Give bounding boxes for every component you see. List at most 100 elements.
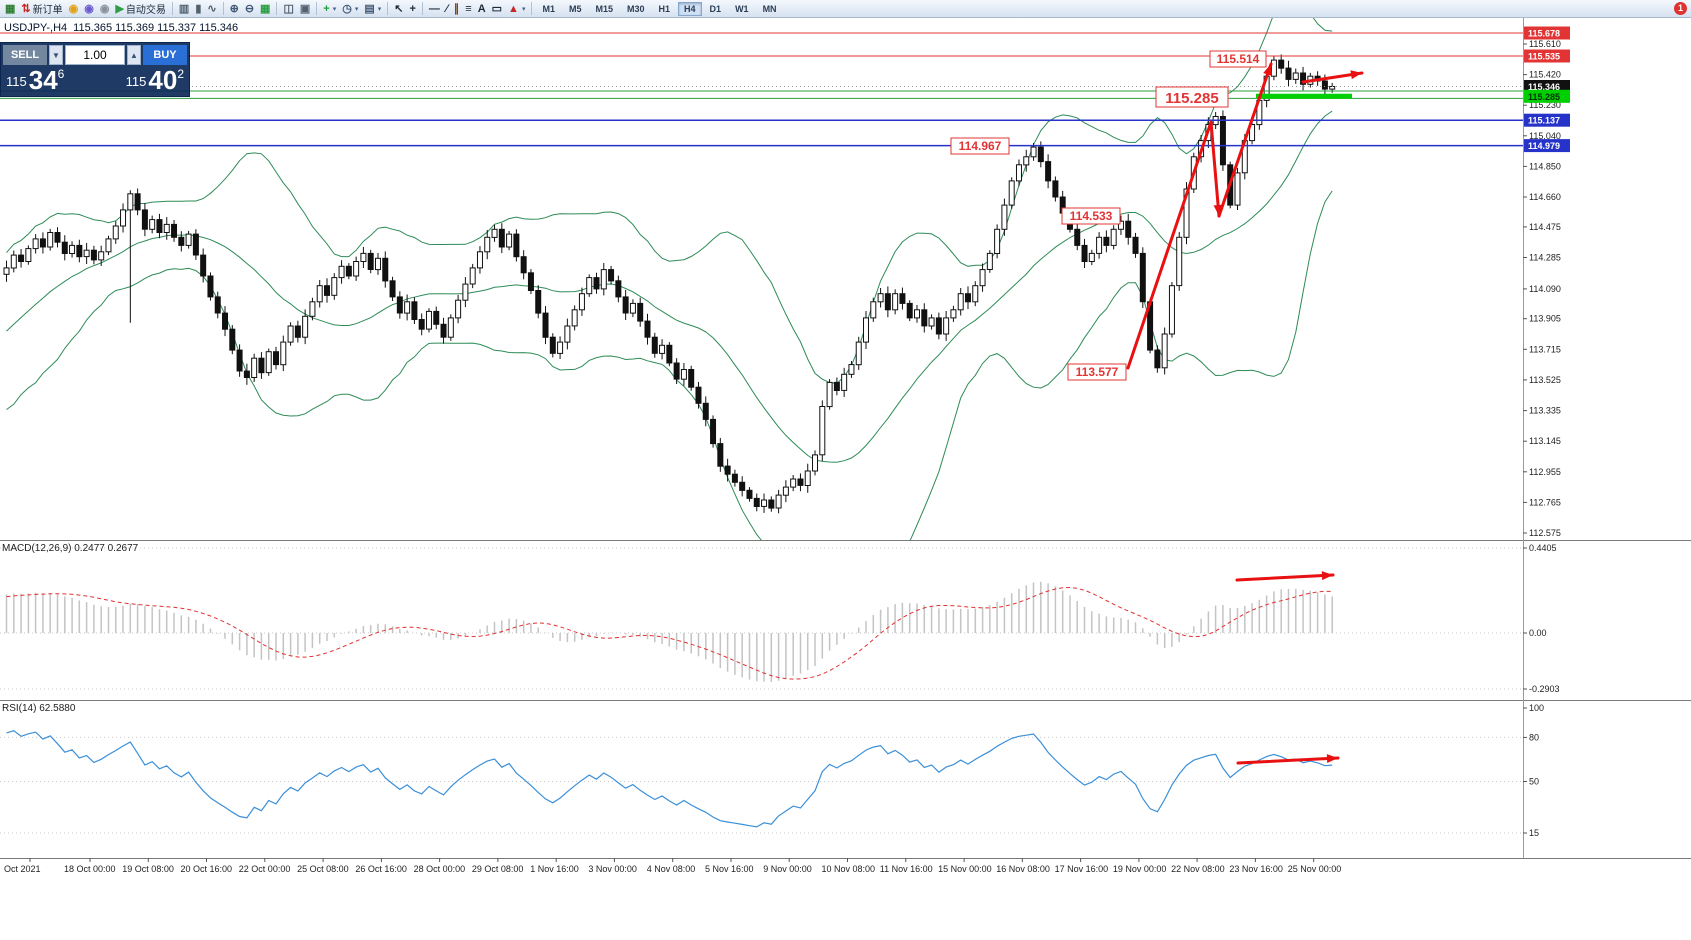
text-label-icon-glyph-icon: ▭ bbox=[491, 2, 503, 15]
svg-text:25 Oct 08:00: 25 Oct 08:00 bbox=[297, 864, 349, 874]
lightbulb-icon-glyph-icon: ◉ bbox=[68, 2, 79, 15]
svg-text:80: 80 bbox=[1529, 732, 1539, 742]
rsi-pane bbox=[0, 730, 1523, 834]
autotrading-button[interactable]: ▶ 自动交易 bbox=[112, 1, 168, 17]
timeframe-m30[interactable]: M30 bbox=[627, 3, 645, 14]
bar-chart-icon[interactable]: ▥ bbox=[176, 1, 192, 17]
text-label-icon[interactable]: ▭ bbox=[489, 1, 505, 17]
volume-decrease-button[interactable]: ▼ bbox=[49, 45, 63, 65]
channel-icon-glyph-icon: ∥ bbox=[453, 2, 460, 15]
volume-increase-button[interactable]: ▲ bbox=[127, 45, 141, 65]
trendline-icon[interactable]: ∕ bbox=[443, 1, 451, 17]
annotation-text: 115.285 bbox=[1165, 90, 1218, 107]
news-icon-glyph-icon: ◉ bbox=[99, 2, 110, 15]
buy-button[interactable]: BUY bbox=[143, 45, 187, 65]
candlestick-chart-icon[interactable]: ▮ bbox=[192, 1, 204, 17]
sell-button[interactable]: SELL bbox=[3, 45, 47, 65]
new-order-glyph-icon: ⇅ bbox=[21, 2, 31, 15]
annotation-box bbox=[1067, 363, 1127, 381]
svg-text:115.230: 115.230 bbox=[1529, 100, 1561, 110]
arrows-icon[interactable]: ▲ ▾ bbox=[505, 1, 528, 17]
volume-input[interactable]: 1.00 bbox=[65, 45, 125, 65]
timeframe-m15[interactable]: M15 bbox=[595, 3, 613, 14]
line-chart-icon[interactable]: ∿ bbox=[204, 1, 219, 17]
community-icon[interactable]: ◉ bbox=[81, 1, 97, 17]
price-tag bbox=[1524, 139, 1570, 153]
tile-windows-icon-glyph-icon: ◫ bbox=[283, 2, 294, 15]
ask-price: 115 40 2 bbox=[125, 65, 184, 95]
indicators-icon[interactable]: + ▾ bbox=[320, 1, 339, 17]
svg-text:20 Oct 16:00: 20 Oct 16:00 bbox=[181, 864, 233, 874]
svg-text:4 Nov 08:00: 4 Nov 08:00 bbox=[647, 864, 696, 874]
svg-text:115.346: 115.346 bbox=[1528, 82, 1560, 92]
timeframe-h4[interactable]: H4 bbox=[678, 1, 702, 16]
timeframe-h1[interactable]: H1 bbox=[658, 3, 671, 14]
timeframe-mn[interactable]: MN bbox=[762, 3, 777, 14]
zoom-out-icon[interactable]: ⊖ bbox=[242, 1, 257, 17]
periods-icon-glyph-icon: ◷ bbox=[342, 2, 352, 15]
lightbulb-icon[interactable]: ◉ bbox=[66, 1, 82, 17]
channel-icon[interactable]: ∥ bbox=[451, 1, 463, 17]
trend-arrows[interactable] bbox=[1126, 62, 1364, 765]
dropdown-caret-icon: ▾ bbox=[377, 5, 382, 13]
trendline-icon-glyph-icon: ∕ bbox=[445, 2, 448, 15]
svg-text:11 Nov 16:00: 11 Nov 16:00 bbox=[880, 864, 933, 874]
price-tag bbox=[1524, 49, 1570, 63]
notification-badge[interactable]: 1 bbox=[1674, 2, 1687, 15]
timeframe-m1[interactable]: M1 bbox=[542, 3, 555, 14]
toolbar-separator bbox=[421, 2, 423, 15]
market-grid-icon[interactable]: ▦ bbox=[257, 1, 273, 17]
templates-icon[interactable]: ▤ ▾ bbox=[361, 1, 384, 17]
svg-text:113.145: 113.145 bbox=[1529, 436, 1561, 446]
new-order-button[interactable]: ⇅ 新订单 bbox=[18, 1, 65, 17]
svg-text:113.525: 113.525 bbox=[1529, 375, 1561, 385]
time-axis[interactable]: Oct 2021 18 Oct 00:00 19 Oct 08:00 20 Oct 1… bbox=[4, 858, 1341, 874]
toolbar-button-label: 新订单 bbox=[32, 5, 63, 16]
news-icon[interactable]: ◉ bbox=[97, 1, 113, 17]
tile-windows-icon[interactable]: ◫ bbox=[280, 1, 296, 17]
bollinger-bands bbox=[6, 18, 1333, 540]
price-tag bbox=[1524, 80, 1570, 93]
svg-text:16 Nov 08:00: 16 Nov 08:00 bbox=[996, 864, 1050, 874]
price-tag bbox=[1524, 89, 1570, 103]
macd-indicator-label: MACD(12,26,9) 0.2477 0.2677 bbox=[2, 543, 139, 554]
cascade-windows-icon[interactable]: ▣ bbox=[297, 1, 313, 17]
horizontal-price-lines[interactable] bbox=[0, 32, 1523, 147]
svg-text:15: 15 bbox=[1529, 828, 1539, 838]
new-chart-icon[interactable]: ▦ bbox=[2, 1, 18, 17]
svg-text:0.00: 0.00 bbox=[1529, 628, 1547, 638]
svg-text:Oct 2021: Oct 2021 bbox=[4, 864, 41, 874]
annotation-box bbox=[1155, 86, 1229, 108]
toolbar-separator bbox=[316, 2, 318, 15]
svg-text:115.610: 115.610 bbox=[1529, 39, 1561, 49]
annotation-text: 113.577 bbox=[1076, 365, 1119, 379]
zoom-in-icon[interactable]: ⊕ bbox=[227, 1, 242, 17]
symbol-period-label: USDJPY-,H4 bbox=[4, 22, 68, 34]
indicators-icon-glyph-icon: + bbox=[323, 2, 330, 15]
price-axis[interactable]: 115.610 115.420 115.230 115.040 114.850 114.6… bbox=[1523, 18, 1570, 858]
arrowhead bbox=[1321, 571, 1333, 581]
chart-area[interactable]: 115.610 115.420 115.230 115.040 114.850 114.6… bbox=[0, 18, 1691, 940]
timeframe-w1[interactable]: W1 bbox=[735, 3, 749, 14]
svg-text:114.850: 114.850 bbox=[1529, 161, 1561, 171]
crosshair-icon[interactable]: + bbox=[406, 1, 418, 17]
fibonacci-icon[interactable]: ≡ bbox=[462, 1, 474, 17]
timeframe-d1[interactable]: D1 bbox=[709, 3, 722, 14]
svg-text:113.905: 113.905 bbox=[1529, 314, 1561, 324]
annotation-text: 114.533 bbox=[1070, 209, 1113, 223]
svg-text:115.040: 115.040 bbox=[1529, 131, 1561, 141]
svg-text:100: 100 bbox=[1529, 703, 1544, 713]
svg-text:17 Nov 16:00: 17 Nov 16:00 bbox=[1055, 864, 1109, 874]
svg-text:115.535: 115.535 bbox=[1528, 52, 1560, 62]
timeframe-m5[interactable]: M5 bbox=[568, 3, 582, 14]
svg-text:112.765: 112.765 bbox=[1529, 497, 1561, 507]
svg-text:19 Oct 08:00: 19 Oct 08:00 bbox=[122, 864, 174, 874]
annotation-box bbox=[950, 137, 1010, 155]
periods-icon[interactable]: ◷ ▾ bbox=[339, 1, 361, 17]
horizontal-line-icon[interactable]: — bbox=[426, 1, 443, 17]
price-tag bbox=[1524, 113, 1570, 127]
price-annotations[interactable]: 115.514 115.285 114.967 114.533 113.577 bbox=[950, 50, 1267, 381]
cursor-icon[interactable]: ↖ bbox=[391, 1, 406, 17]
text-icon[interactable]: A bbox=[475, 1, 489, 17]
svg-text:29 Oct 08:00: 29 Oct 08:00 bbox=[472, 864, 524, 874]
